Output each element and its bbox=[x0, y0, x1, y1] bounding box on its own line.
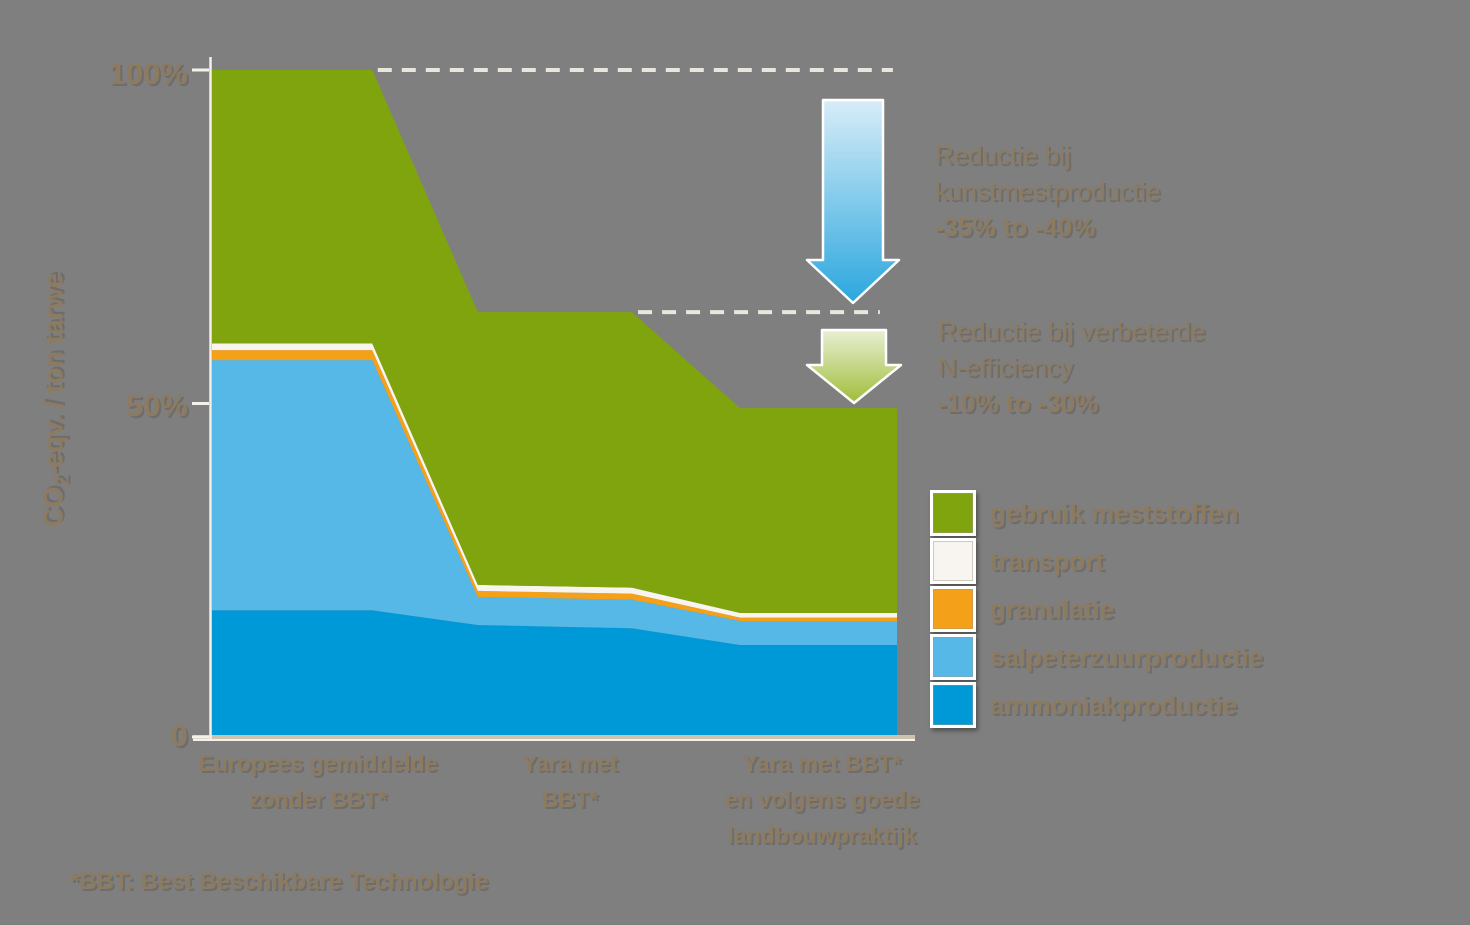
footnote: *BBT: Best Beschikbare Technologie bbox=[70, 868, 489, 895]
annotation-line: kunstmestproductie bbox=[935, 176, 1161, 206]
legend-label-granulatie: granulatie bbox=[990, 593, 1115, 624]
area-ammoniakproductie bbox=[212, 610, 897, 737]
annotation-line: Reductie bij bbox=[935, 140, 1071, 170]
reduction-arrow-n-efficiency bbox=[805, 328, 903, 405]
reduction-arrow-kunstmest bbox=[805, 98, 901, 305]
area-salpeterzuurproductie bbox=[212, 360, 897, 645]
legend-item-ammoniakproductie: ammoniakproductie bbox=[930, 682, 1263, 728]
legend-item-granulatie: granulatie bbox=[930, 586, 1263, 632]
legend-swatch-transport bbox=[930, 538, 976, 584]
legend-item-transport: transport bbox=[930, 538, 1263, 584]
annotation-kunstmestproductie: Reductie bij kunstmestproductie -35% to … bbox=[935, 137, 1160, 245]
legend-label-salpeterzuurproductie: salpeterzuurproductie bbox=[990, 641, 1264, 672]
legend-swatch-ammoniakproductie bbox=[930, 682, 976, 728]
annotation-line: N-efficiency bbox=[938, 352, 1074, 382]
y-tick-0: 0 bbox=[170, 718, 188, 753]
legend-item-salpeterzuurproductie: salpeterzuurproductie bbox=[930, 634, 1264, 680]
x-label-yara-met-bbt-goede-praktijk: Yara met BBT* en volgens goede landbouwp… bbox=[724, 750, 920, 848]
y-tick-50: 50% bbox=[125, 388, 188, 423]
x-axis-highlight bbox=[193, 739, 915, 741]
legend: gebruik meststoffen transport granulatie sa… bbox=[930, 490, 1264, 728]
area-gebruik-meststoffen bbox=[212, 70, 897, 613]
x-label-europees-gemiddelde: Europees gemiddelde zonder BBT* bbox=[198, 750, 438, 812]
legend-label-transport: transport bbox=[990, 545, 1105, 576]
x-label-yara-met-bbt: Yara met BBT* bbox=[522, 750, 618, 812]
annotation-line: Reductie bij verbeterde bbox=[938, 316, 1206, 346]
y-axis-title: CO2-eqv. / ton tarwe bbox=[38, 272, 73, 528]
annotation-value: -35% to -40% bbox=[935, 212, 1096, 242]
x-axis-line bbox=[193, 735, 915, 739]
annotation-n-efficiency: Reductie bij verbeterde N-efficiency -10… bbox=[938, 313, 1205, 421]
legend-label-ammoniakproductie: ammoniakproductie bbox=[990, 689, 1238, 720]
legend-label-gebruik-meststoffen: gebruik meststoffen bbox=[990, 497, 1239, 528]
annotation-value: -10% to -30% bbox=[938, 388, 1099, 418]
legend-item-gebruik-meststoffen: gebruik meststoffen bbox=[930, 490, 1263, 536]
legend-swatch-gebruik-meststoffen bbox=[930, 490, 976, 536]
legend-swatch-granulatie bbox=[930, 586, 976, 632]
legend-swatch-salpeterzuurproductie bbox=[930, 634, 976, 680]
y-tick-100: 100% bbox=[108, 56, 188, 91]
